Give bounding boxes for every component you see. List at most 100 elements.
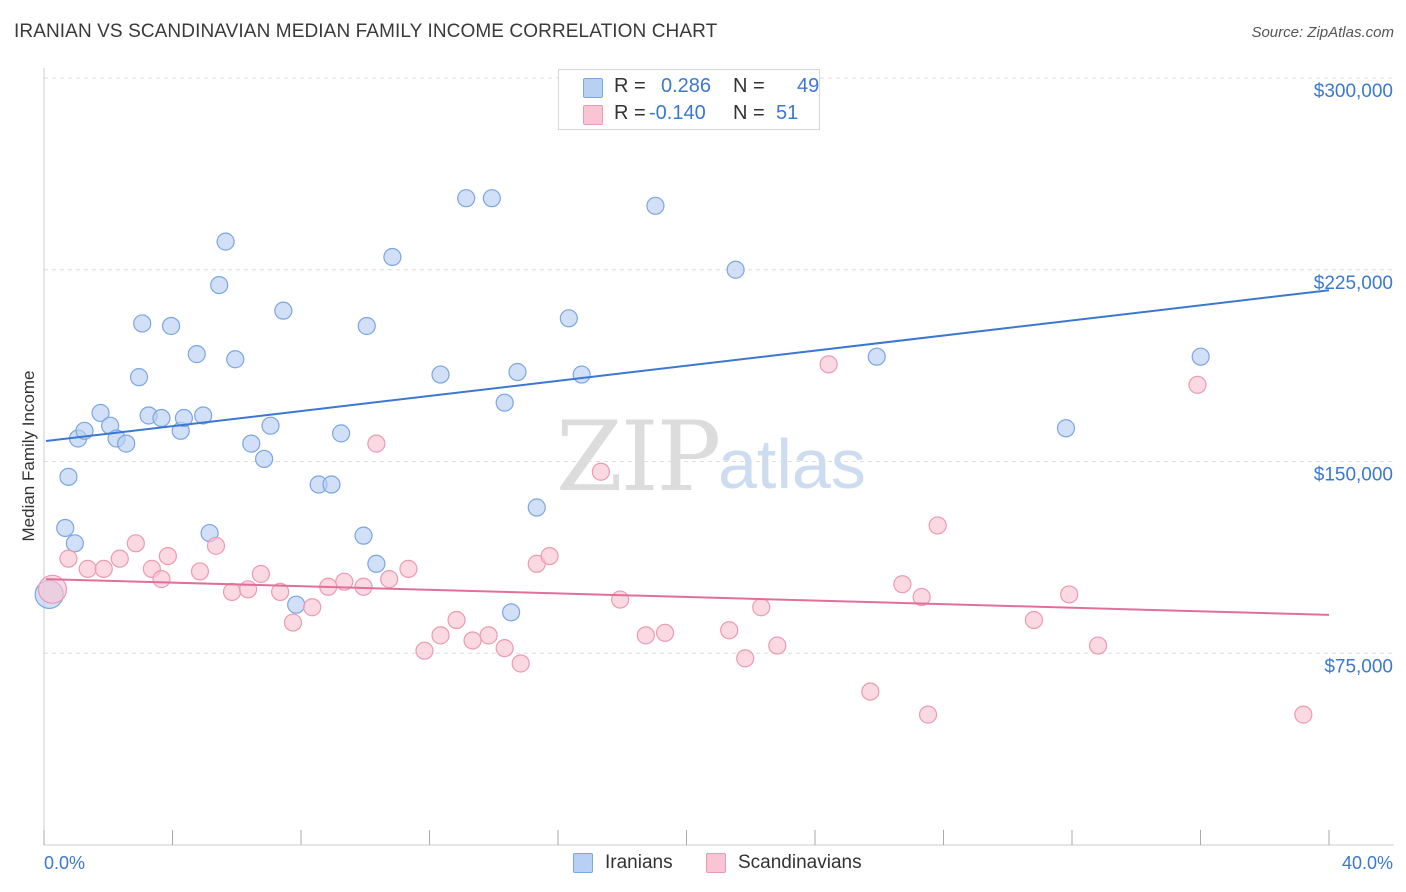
x-tick-label-max: 40.0% — [1342, 853, 1393, 873]
iranian-point — [210, 275, 229, 295]
y-tick-label: $75,000 — [1324, 656, 1393, 677]
scandinavian-point — [918, 705, 938, 724]
scandinavian-point — [303, 598, 322, 617]
scandinavian-point — [912, 587, 931, 607]
scandinavians-trend-line — [45, 578, 1330, 616]
scandinavian-point — [752, 598, 771, 617]
iranian-point — [354, 526, 373, 545]
scandinavian-point — [158, 546, 177, 566]
iranian-point — [174, 408, 194, 428]
iranian-point — [482, 189, 501, 208]
watermark-zip: ZIP — [556, 401, 721, 513]
scandinavian-point — [540, 546, 559, 566]
iranian-point — [1056, 419, 1076, 438]
iranian-point — [194, 406, 213, 425]
iranian-point — [357, 316, 376, 336]
iranian-point — [559, 309, 578, 328]
scandinavian-point — [110, 549, 129, 568]
scandinavian-point — [611, 590, 630, 609]
scandinavian-point — [636, 626, 655, 645]
r-value: -0.140 — [649, 102, 706, 124]
y-axis-label: Median Family Income — [19, 370, 38, 541]
iranian-point — [242, 434, 261, 453]
r-label: R = — [614, 102, 646, 124]
n-label: N = — [733, 102, 765, 124]
chart-title: IRANIAN VS SCANDINAVIAN MEDIAN FAMILY IN… — [14, 21, 718, 42]
scandinavians-label: Scandinavians — [738, 852, 862, 873]
scandinavian-point — [591, 462, 610, 481]
scandinavian-point — [380, 570, 399, 589]
iranian-point — [1191, 347, 1210, 366]
r-label: R = — [614, 75, 646, 97]
x-tick-label-min: 0.0% — [44, 853, 85, 873]
iranians-trend-line — [45, 289, 1330, 443]
iranian-point — [255, 449, 274, 469]
scandinavian-point — [94, 559, 113, 578]
iranian-point — [367, 554, 386, 573]
trend-lines — [45, 289, 1330, 616]
scandinavian-point — [190, 562, 210, 581]
scandinavian-point — [78, 559, 97, 578]
scandinavian-point — [1024, 610, 1044, 630]
iranian-point — [152, 408, 171, 428]
scandinavian-point — [206, 536, 226, 555]
iranian-point — [726, 260, 745, 279]
source-label: Source: ZipAtlas.com — [1251, 24, 1394, 41]
iranian-point — [867, 347, 886, 366]
scandinavian-point — [768, 636, 787, 655]
watermark-atlas: atlas — [718, 425, 866, 503]
scandinavian-point — [1088, 636, 1108, 655]
iranian-point — [133, 314, 152, 333]
iranians-swatch — [573, 853, 593, 873]
scandinavian-point — [431, 626, 450, 645]
n-value: 49 — [797, 75, 820, 97]
iranian-point — [322, 475, 341, 494]
scandinavian-point — [367, 434, 386, 453]
scandinavian-point — [893, 575, 912, 594]
scandinavian-point — [479, 626, 498, 645]
iranian-point — [331, 424, 351, 443]
data-points — [34, 189, 1313, 724]
grid-lines — [44, 77, 1394, 654]
scandinavian-point — [238, 580, 258, 599]
scandinavian-point — [283, 613, 303, 632]
scandinavian-point — [415, 641, 434, 660]
scandinavian-point — [1188, 375, 1207, 394]
y-tick-label: $300,000 — [1314, 81, 1393, 102]
iranian-point — [56, 518, 75, 538]
scandinavian-point — [399, 559, 418, 578]
scandinavian-point — [354, 577, 373, 596]
scandinavians-swatch — [706, 853, 726, 873]
iranian-point — [457, 189, 476, 208]
scandinavian-point — [495, 639, 514, 658]
scandinavian-point — [447, 610, 466, 630]
iranian-point — [91, 403, 110, 423]
correlation-legend: R = 0.286 N = 49 R = -0.140 N = 51 — [558, 69, 820, 130]
scandinavian-point — [736, 649, 755, 668]
scandinavian-point — [335, 572, 354, 591]
iranian-point — [274, 301, 293, 320]
iranian-point — [383, 247, 402, 267]
scandinavian-point — [152, 570, 171, 589]
iranian-point — [527, 498, 546, 517]
scandinavian-point — [59, 549, 78, 568]
n-label: N = — [733, 75, 765, 97]
n-value: 51 — [776, 102, 799, 124]
iranian-point — [501, 603, 521, 622]
scandinavian-point — [819, 355, 838, 374]
scandinavian-point — [222, 582, 242, 601]
scandinavian-point — [126, 534, 145, 553]
scandinavian-point — [511, 654, 530, 673]
y-tick-label: $225,000 — [1314, 273, 1393, 294]
scandinavian-point — [720, 621, 739, 640]
scandinavian-point — [861, 682, 880, 701]
iranian-point — [187, 345, 206, 364]
iranian-point — [65, 534, 84, 553]
iranian-point — [287, 595, 306, 614]
iranian-point — [129, 368, 149, 387]
iranian-point — [226, 350, 245, 369]
axes — [43, 68, 1394, 846]
scandinavian-point — [251, 564, 271, 584]
iranian-point — [261, 416, 280, 435]
